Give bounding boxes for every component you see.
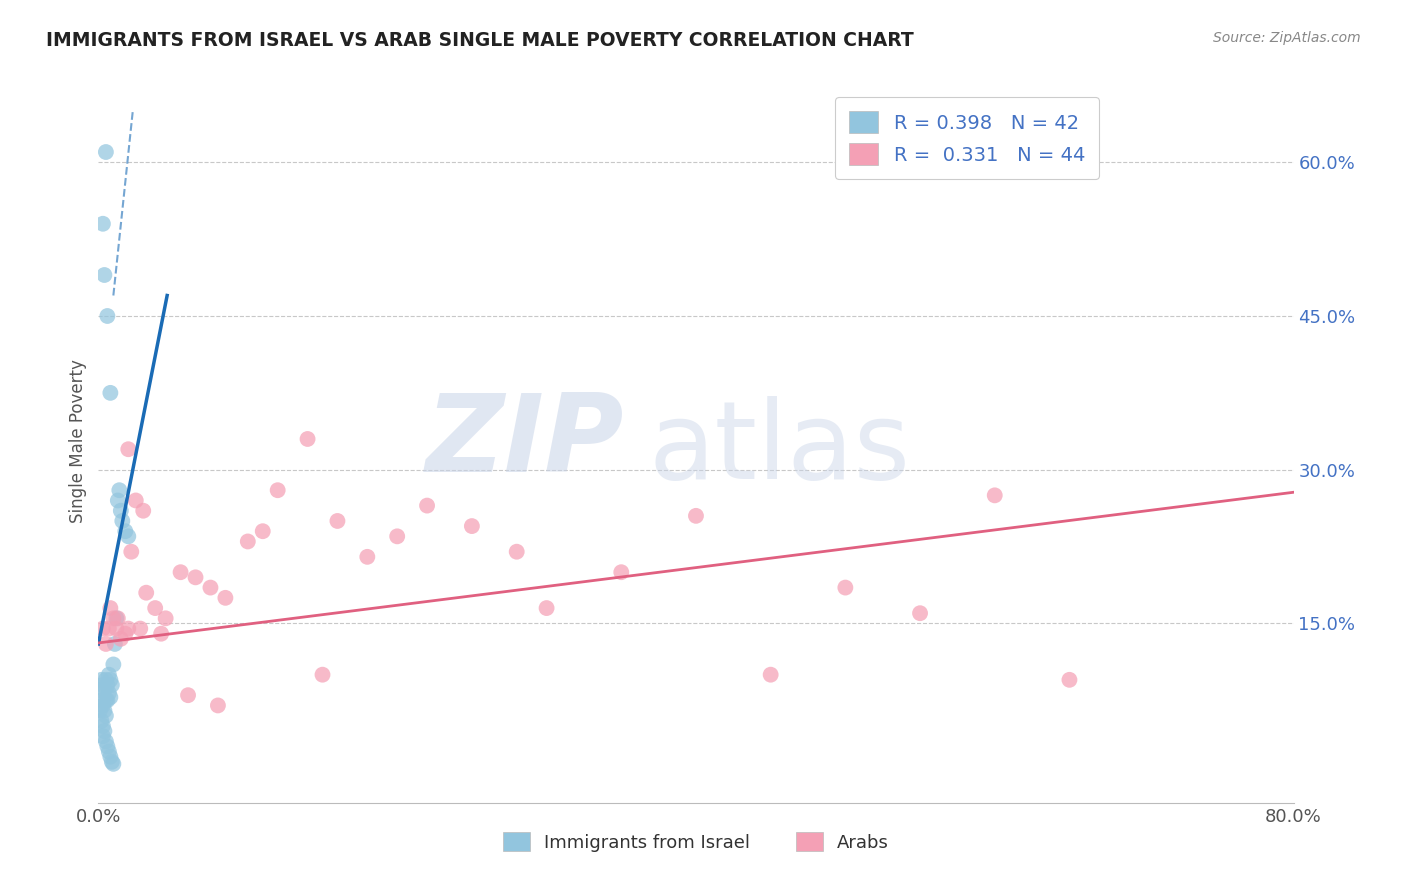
Point	[117, 622, 139, 636]
Point	[91, 622, 114, 636]
Point	[98, 601, 122, 615]
Point	[114, 524, 136, 539]
Point	[89, 704, 111, 718]
Point	[150, 626, 173, 640]
Point	[110, 504, 132, 518]
Point	[98, 690, 122, 705]
Point	[103, 756, 125, 771]
Point	[117, 529, 139, 543]
Point	[169, 565, 191, 579]
Point	[416, 499, 439, 513]
Point	[267, 483, 290, 498]
Point	[97, 686, 120, 700]
Point	[104, 637, 127, 651]
Point	[96, 678, 118, 692]
Point	[114, 626, 136, 640]
Point	[207, 698, 229, 713]
Point	[135, 585, 157, 599]
Point	[91, 678, 114, 692]
Point	[90, 714, 112, 728]
Point	[94, 673, 117, 687]
Point	[129, 622, 152, 636]
Point	[94, 734, 117, 748]
Point	[93, 683, 115, 698]
Point	[184, 570, 207, 584]
Point	[120, 545, 142, 559]
Point	[125, 493, 148, 508]
Y-axis label: Single Male Poverty: Single Male Poverty	[69, 359, 87, 524]
Legend: Immigrants from Israel, Arabs: Immigrants from Israel, Arabs	[496, 824, 896, 859]
Point	[236, 534, 259, 549]
Point	[96, 693, 118, 707]
Point	[93, 268, 115, 282]
Point	[108, 483, 131, 498]
Point	[111, 514, 134, 528]
Point	[177, 688, 200, 702]
Point	[91, 719, 114, 733]
Point	[103, 657, 125, 672]
Point	[96, 739, 118, 754]
Point	[326, 514, 349, 528]
Point	[103, 611, 125, 625]
Point	[97, 667, 120, 681]
Point	[110, 632, 132, 646]
Point	[759, 667, 782, 681]
Point	[94, 693, 117, 707]
Point	[105, 622, 128, 636]
Point	[107, 493, 129, 508]
Point	[105, 611, 128, 625]
Point	[311, 667, 333, 681]
Point	[94, 145, 117, 159]
Text: IMMIGRANTS FROM ISRAEL VS ARAB SINGLE MALE POVERTY CORRELATION CHART: IMMIGRANTS FROM ISRAEL VS ARAB SINGLE MA…	[46, 31, 914, 50]
Point	[685, 508, 707, 523]
Point	[143, 601, 166, 615]
Point	[90, 673, 112, 687]
Point	[94, 637, 117, 651]
Point	[385, 529, 409, 543]
Point	[94, 708, 117, 723]
Point	[834, 581, 856, 595]
Point	[297, 432, 319, 446]
Point	[107, 611, 129, 625]
Point	[89, 683, 111, 698]
Point	[214, 591, 236, 605]
Point	[91, 217, 114, 231]
Point	[98, 673, 122, 687]
Point	[155, 611, 177, 625]
Point	[101, 755, 124, 769]
Point	[536, 601, 558, 615]
Point	[101, 678, 124, 692]
Point	[93, 704, 115, 718]
Point	[984, 488, 1007, 502]
Point	[98, 385, 122, 400]
Point	[908, 606, 931, 620]
Point	[91, 729, 114, 743]
Point	[93, 724, 115, 739]
Point	[252, 524, 274, 539]
Point	[506, 545, 529, 559]
Text: atlas: atlas	[648, 396, 910, 502]
Point	[356, 549, 378, 564]
Point	[1059, 673, 1081, 687]
Point	[91, 698, 114, 713]
Point	[98, 749, 122, 764]
Text: Source: ZipAtlas.com: Source: ZipAtlas.com	[1213, 31, 1361, 45]
Point	[461, 519, 484, 533]
Point	[97, 622, 120, 636]
Point	[90, 693, 112, 707]
Text: ZIP: ZIP	[426, 389, 624, 494]
Point	[97, 745, 120, 759]
Point	[610, 565, 633, 579]
Point	[132, 504, 155, 518]
Point	[96, 309, 118, 323]
Point	[117, 442, 139, 457]
Point	[200, 581, 222, 595]
